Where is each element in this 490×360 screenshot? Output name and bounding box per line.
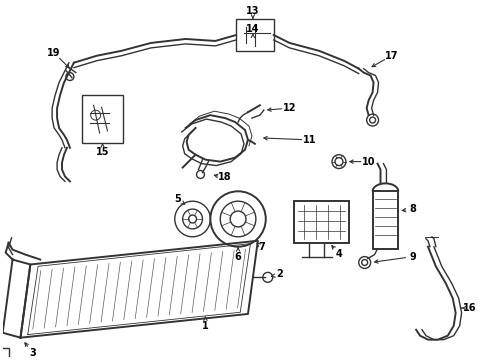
Text: 12: 12 bbox=[283, 103, 296, 113]
Text: 9: 9 bbox=[410, 252, 416, 262]
Text: 2: 2 bbox=[276, 269, 283, 279]
Text: 5: 5 bbox=[174, 194, 181, 204]
Text: 14: 14 bbox=[246, 24, 260, 34]
Text: 15: 15 bbox=[96, 147, 109, 157]
Text: 17: 17 bbox=[385, 51, 398, 61]
Text: 18: 18 bbox=[219, 172, 232, 183]
Text: 1: 1 bbox=[202, 321, 209, 331]
Text: 19: 19 bbox=[48, 48, 61, 58]
Text: 16: 16 bbox=[463, 303, 476, 313]
Bar bbox=[0, 347, 9, 359]
Bar bbox=[236, 19, 274, 51]
Text: 3: 3 bbox=[29, 347, 36, 357]
Bar bbox=[294, 201, 349, 243]
Text: 13: 13 bbox=[246, 6, 260, 16]
Text: 4: 4 bbox=[336, 249, 343, 258]
Text: 8: 8 bbox=[410, 204, 416, 214]
Bar bbox=[372, 191, 398, 249]
Text: 11: 11 bbox=[302, 135, 316, 145]
Bar bbox=[82, 95, 123, 143]
Text: 7: 7 bbox=[258, 242, 265, 252]
Text: 10: 10 bbox=[362, 157, 375, 167]
Text: 6: 6 bbox=[235, 252, 242, 262]
